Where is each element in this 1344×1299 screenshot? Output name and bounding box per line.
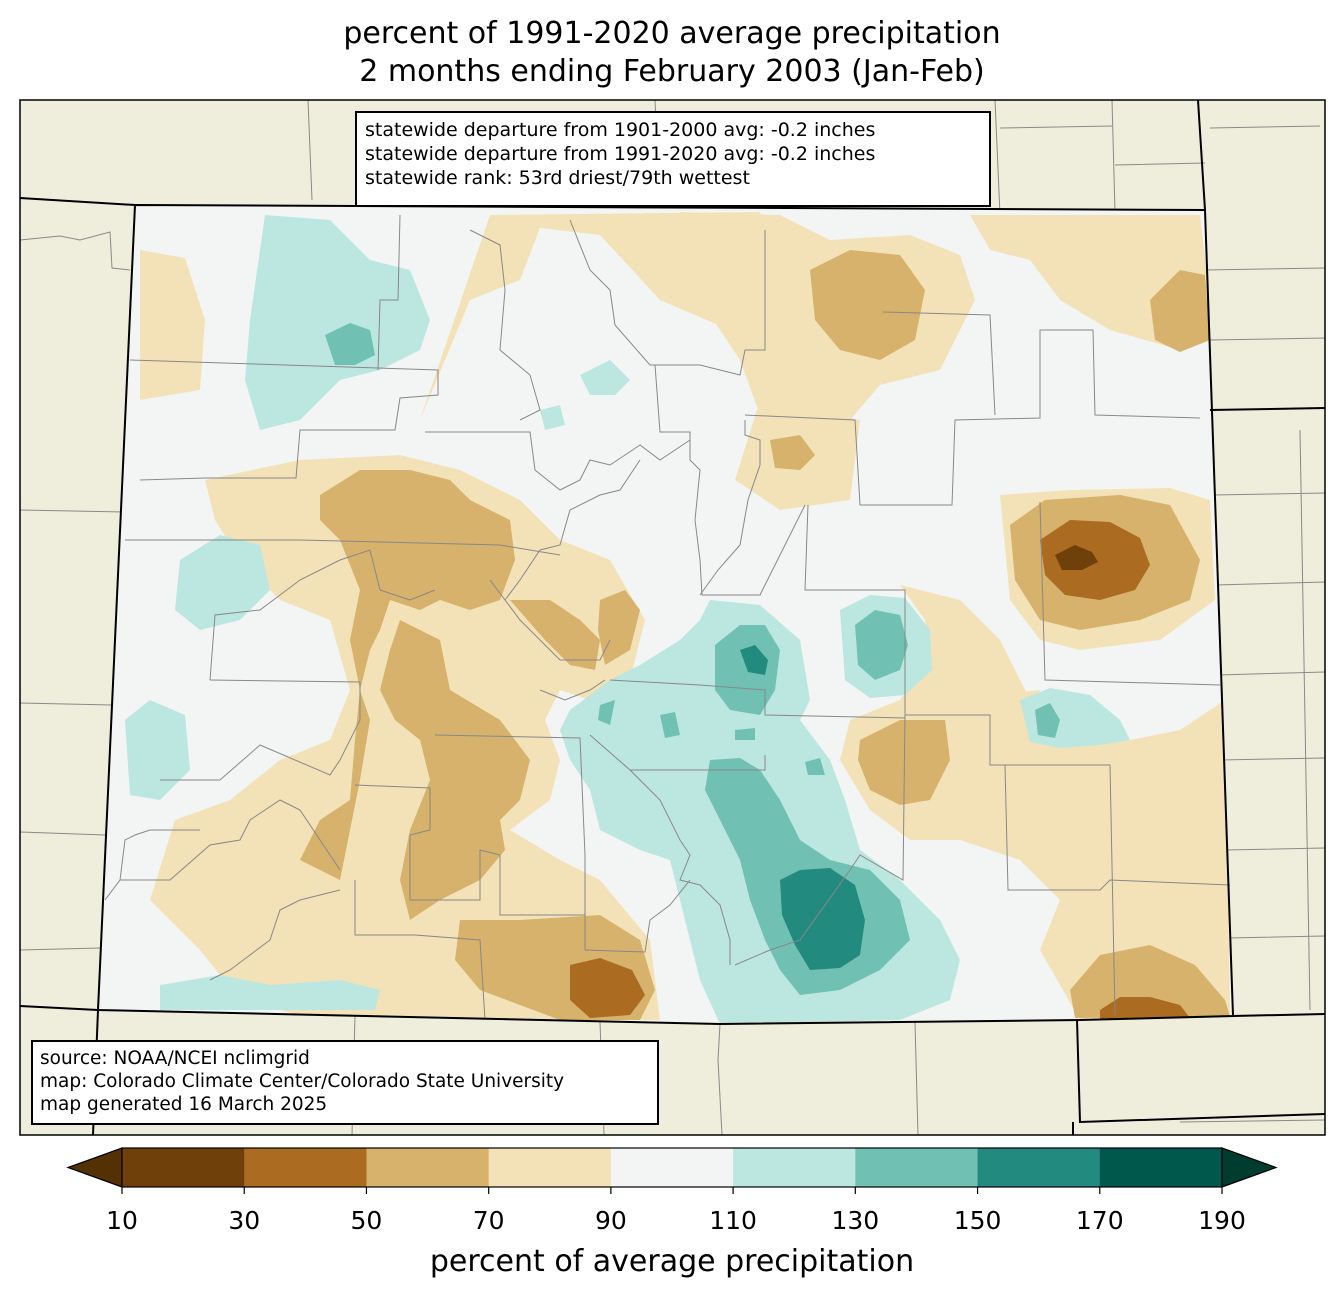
colorbar-bin-50-70: [366, 1148, 490, 1187]
colorbar-tick-label: 30: [228, 1206, 261, 1235]
colorbar-bin-130-150: [855, 1148, 979, 1187]
stats-line-1: statewide departure from 1901-2000 avg: …: [365, 119, 876, 141]
colorbar-bin-150-170: [977, 1148, 1101, 1187]
colorbar-bin-90-110: [610, 1148, 734, 1187]
colorbar-bin-170-190: [1099, 1148, 1223, 1187]
colorbar-tick-label: 10: [106, 1206, 138, 1235]
colorbar-tick-label: 150: [953, 1206, 1002, 1235]
colorbar-tick-label: 90: [594, 1206, 627, 1235]
map-title-line2: 2 months ending February 2003 (Jan-Feb): [359, 54, 985, 89]
colorbar-bin-110-130: [733, 1148, 856, 1187]
statewide-stats-box: statewide departure from 1901-2000 avg: …: [355, 111, 991, 207]
colorbar-label: percent of average precipitation: [429, 1244, 915, 1279]
stats-line-2: statewide departure from 1991-2020 avg: …: [365, 143, 876, 165]
colorbar-tick-label: 50: [350, 1206, 383, 1235]
colorbar-tick-label: 170: [1075, 1206, 1124, 1235]
colorbar-bin-70-90: [488, 1148, 612, 1187]
source-box: source: NOAA/NCEI nclimgrid map: Colorad…: [31, 1040, 659, 1125]
source-line-1: source: NOAA/NCEI nclimgrid: [40, 1048, 310, 1069]
map-frame: [19, 99, 1326, 1136]
colorbar-tick-label: 110: [709, 1206, 757, 1235]
colorbar-over-arrow: [1221, 1147, 1278, 1188]
colorbar-bin-10-30: [122, 1148, 245, 1187]
map-title-line1: percent of 1991-2020 average precipitati…: [343, 16, 1001, 51]
colorbar-tick-label: 190: [1198, 1206, 1246, 1235]
source-line-2: map: Colorado Climate Center/Colorado St…: [40, 1071, 565, 1092]
county-lines: [104, 214, 1231, 1021]
colorbar: [66, 1147, 1278, 1194]
source-line-3: map generated 16 March 2025: [40, 1094, 328, 1115]
colorbar-bin-30-50: [244, 1148, 367, 1187]
state-borders: [19, 99, 1326, 1136]
stats-line-3: statewide rank: 53rd driest/79th wettest: [365, 167, 750, 189]
colorbar-under-arrow: [66, 1147, 123, 1188]
colorbar-tick-label: 70: [472, 1206, 505, 1235]
colorbar-tick-label: 130: [831, 1206, 880, 1235]
